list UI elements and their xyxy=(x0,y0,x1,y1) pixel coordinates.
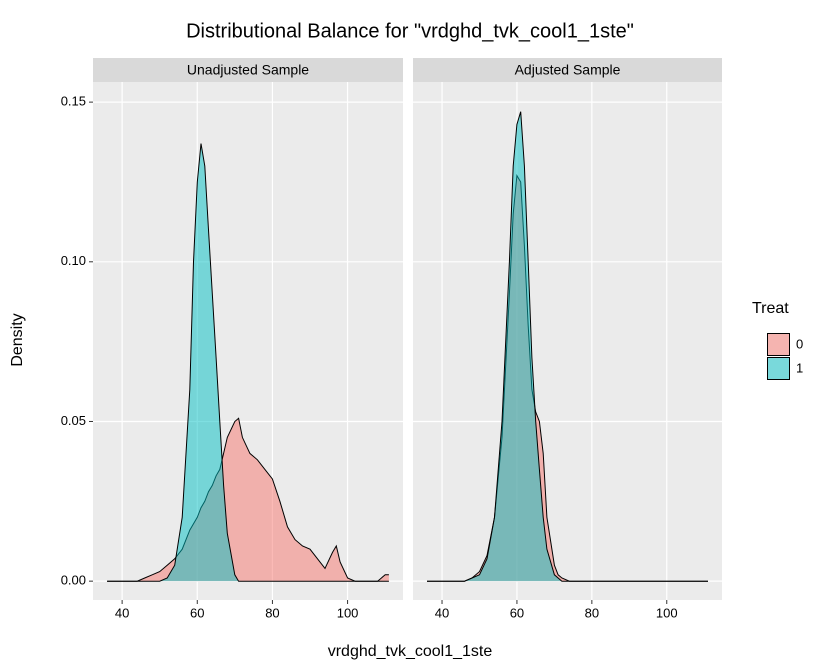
density-line xyxy=(427,111,708,582)
strip-label: Adjusted Sample xyxy=(515,62,621,78)
legend-label: 0 xyxy=(796,336,803,351)
y-tick-label: 0.10 xyxy=(61,253,86,268)
y-axis-label: Density xyxy=(9,313,26,366)
y-tick-label: 0.15 xyxy=(61,94,86,109)
strip xyxy=(93,58,403,82)
legend-swatch xyxy=(767,357,790,380)
strip xyxy=(413,58,722,82)
density-line xyxy=(107,143,389,582)
x-tick-label: 80 xyxy=(265,605,279,620)
x-tick-label: 40 xyxy=(115,605,129,620)
x-tick-label: 100 xyxy=(656,605,678,620)
panel xyxy=(413,82,722,600)
chart-title: Distributional Balance for "vrdghd_tvk_c… xyxy=(186,20,634,42)
x-tick-label: 60 xyxy=(510,605,524,620)
y-tick-label: 0.00 xyxy=(61,573,86,588)
density-area xyxy=(107,418,389,582)
x-tick-label: 60 xyxy=(190,605,204,620)
x-axis-label: vrdghd_tvk_cool1_1ste xyxy=(328,643,493,660)
legend-swatch xyxy=(767,333,790,356)
legend-label: 1 xyxy=(796,360,803,375)
y-tick-label: 0.05 xyxy=(61,413,86,428)
x-tick-label: 100 xyxy=(337,605,359,620)
x-tick-label: 40 xyxy=(435,605,449,620)
legend-title: Treat xyxy=(752,300,789,317)
x-tick-label: 80 xyxy=(585,605,599,620)
strip-label: Unadjusted Sample xyxy=(187,62,309,78)
